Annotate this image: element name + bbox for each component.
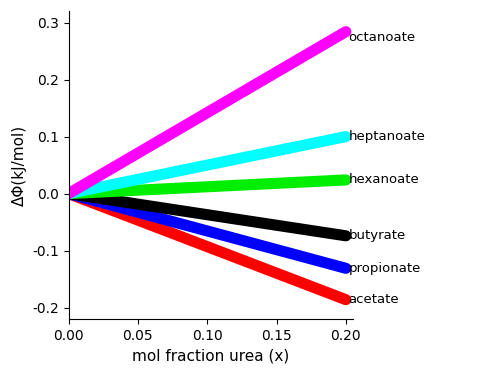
Text: butyrate: butyrate <box>349 229 406 242</box>
Text: propionate: propionate <box>349 262 421 275</box>
Y-axis label: ΔΦ(kJ/mol): ΔΦ(kJ/mol) <box>11 125 26 206</box>
Text: hexanoate: hexanoate <box>349 173 419 186</box>
Text: octanoate: octanoate <box>349 31 416 44</box>
Text: acetate: acetate <box>349 293 399 306</box>
Text: heptanoate: heptanoate <box>349 130 425 143</box>
X-axis label: mol fraction urea (x): mol fraction urea (x) <box>132 348 289 363</box>
